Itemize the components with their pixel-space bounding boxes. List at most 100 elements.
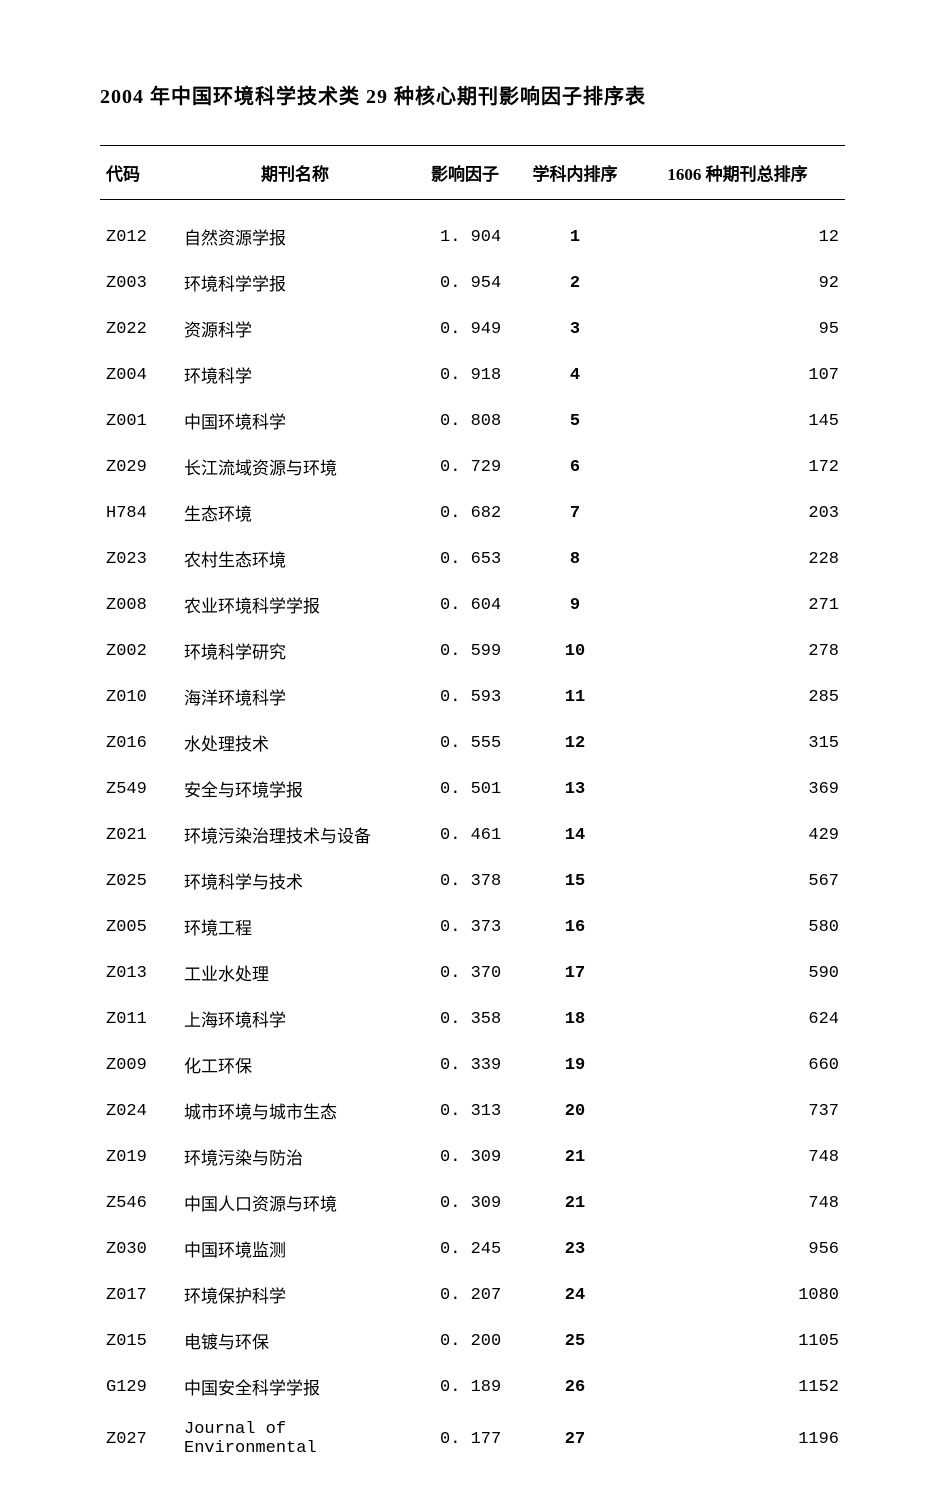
cell-code: Z012 bbox=[100, 200, 180, 261]
cell-subject-rank: 11 bbox=[520, 674, 630, 720]
cell-impact-factor: 0. 501 bbox=[410, 766, 520, 812]
cell-code: Z029 bbox=[100, 444, 180, 490]
table-body: Z012自然资源学报1. 904112Z003环境科学学报0. 954292Z0… bbox=[100, 200, 845, 1469]
cell-code: Z002 bbox=[100, 628, 180, 674]
cell-impact-factor: 0. 370 bbox=[410, 950, 520, 996]
cell-subject-rank: 15 bbox=[520, 858, 630, 904]
cell-impact-factor: 0. 378 bbox=[410, 858, 520, 904]
cell-name: 水处理技术 bbox=[180, 720, 410, 766]
table-row: Z002环境科学研究0. 59910278 bbox=[100, 628, 845, 674]
cell-subject-rank: 5 bbox=[520, 398, 630, 444]
cell-code: Z017 bbox=[100, 1272, 180, 1318]
cell-total-rank: 271 bbox=[630, 582, 845, 628]
cell-code: Z015 bbox=[100, 1318, 180, 1364]
cell-name: 化工环保 bbox=[180, 1042, 410, 1088]
cell-total-rank: 624 bbox=[630, 996, 845, 1042]
cell-subject-rank: 12 bbox=[520, 720, 630, 766]
cell-impact-factor: 0. 918 bbox=[410, 352, 520, 398]
cell-impact-factor: 0. 339 bbox=[410, 1042, 520, 1088]
cell-code: Z023 bbox=[100, 536, 180, 582]
cell-subject-rank: 16 bbox=[520, 904, 630, 950]
table-row: Z029长江流域资源与环境0. 7296172 bbox=[100, 444, 845, 490]
cell-subject-rank: 24 bbox=[520, 1272, 630, 1318]
cell-subject-rank: 10 bbox=[520, 628, 630, 674]
cell-subject-rank: 21 bbox=[520, 1180, 630, 1226]
cell-impact-factor: 0. 200 bbox=[410, 1318, 520, 1364]
cell-total-rank: 145 bbox=[630, 398, 845, 444]
cell-code: Z549 bbox=[100, 766, 180, 812]
cell-name: 环境科学与技术 bbox=[180, 858, 410, 904]
cell-code: Z019 bbox=[100, 1134, 180, 1180]
table-row: Z009化工环保0. 33919660 bbox=[100, 1042, 845, 1088]
cell-total-rank: 590 bbox=[630, 950, 845, 996]
cell-name: 中国环境科学 bbox=[180, 398, 410, 444]
cell-impact-factor: 0. 949 bbox=[410, 306, 520, 352]
table-row: Z019环境污染与防治0. 30921748 bbox=[100, 1134, 845, 1180]
cell-name: 环境科学学报 bbox=[180, 260, 410, 306]
cell-total-rank: 748 bbox=[630, 1180, 845, 1226]
cell-impact-factor: 0. 373 bbox=[410, 904, 520, 950]
page-title: 2004 年中国环境科学技术类 29 种核心期刊影响因子排序表 bbox=[100, 80, 845, 109]
table-row: Z016水处理技术0. 55512315 bbox=[100, 720, 845, 766]
cell-subject-rank: 18 bbox=[520, 996, 630, 1042]
cell-name: 环境保护科学 bbox=[180, 1272, 410, 1318]
cell-subject-rank: 26 bbox=[520, 1364, 630, 1410]
cell-total-rank: 228 bbox=[630, 536, 845, 582]
cell-total-rank: 1080 bbox=[630, 1272, 845, 1318]
cell-name: 农村生态环境 bbox=[180, 536, 410, 582]
cell-code: Z004 bbox=[100, 352, 180, 398]
cell-name: 自然资源学报 bbox=[180, 200, 410, 261]
cell-impact-factor: 0. 177 bbox=[410, 1410, 520, 1468]
cell-code: Z001 bbox=[100, 398, 180, 444]
cell-code: Z021 bbox=[100, 812, 180, 858]
cell-subject-rank: 3 bbox=[520, 306, 630, 352]
cell-impact-factor: 0. 189 bbox=[410, 1364, 520, 1410]
table-row: Z024城市环境与城市生态0. 31320737 bbox=[100, 1088, 845, 1134]
cell-subject-rank: 19 bbox=[520, 1042, 630, 1088]
cell-name: Journal of Environmental bbox=[180, 1410, 410, 1468]
cell-impact-factor: 1. 904 bbox=[410, 200, 520, 261]
cell-impact-factor: 0. 729 bbox=[410, 444, 520, 490]
cell-subject-rank: 7 bbox=[520, 490, 630, 536]
cell-subject-rank: 2 bbox=[520, 260, 630, 306]
table-row: Z023农村生态环境0. 6538228 bbox=[100, 536, 845, 582]
cell-impact-factor: 0. 808 bbox=[410, 398, 520, 444]
cell-total-rank: 429 bbox=[630, 812, 845, 858]
table-row: Z005环境工程0. 37316580 bbox=[100, 904, 845, 950]
cell-subject-rank: 8 bbox=[520, 536, 630, 582]
cell-subject-rank: 23 bbox=[520, 1226, 630, 1272]
cell-name: 农业环境科学学报 bbox=[180, 582, 410, 628]
cell-total-rank: 737 bbox=[630, 1088, 845, 1134]
cell-name: 安全与环境学报 bbox=[180, 766, 410, 812]
cell-name: 城市环境与城市生态 bbox=[180, 1088, 410, 1134]
cell-impact-factor: 0. 358 bbox=[410, 996, 520, 1042]
table-row: Z012自然资源学报1. 904112 bbox=[100, 200, 845, 261]
cell-code: Z013 bbox=[100, 950, 180, 996]
cell-total-rank: 748 bbox=[630, 1134, 845, 1180]
cell-total-rank: 1196 bbox=[630, 1410, 845, 1468]
cell-total-rank: 1152 bbox=[630, 1364, 845, 1410]
cell-total-rank: 580 bbox=[630, 904, 845, 950]
header-total-rank: 1606 种期刊总排序 bbox=[630, 146, 845, 200]
cell-total-rank: 315 bbox=[630, 720, 845, 766]
cell-subject-rank: 1 bbox=[520, 200, 630, 261]
cell-total-rank: 92 bbox=[630, 260, 845, 306]
cell-name: 环境科学 bbox=[180, 352, 410, 398]
cell-total-rank: 172 bbox=[630, 444, 845, 490]
cell-subject-rank: 20 bbox=[520, 1088, 630, 1134]
table-row: Z008农业环境科学学报0. 6049271 bbox=[100, 582, 845, 628]
cell-impact-factor: 0. 599 bbox=[410, 628, 520, 674]
cell-code: Z005 bbox=[100, 904, 180, 950]
table-row: G129中国安全科学学报0. 189261152 bbox=[100, 1364, 845, 1410]
cell-code: Z010 bbox=[100, 674, 180, 720]
cell-subject-rank: 27 bbox=[520, 1410, 630, 1468]
cell-impact-factor: 0. 207 bbox=[410, 1272, 520, 1318]
cell-subject-rank: 14 bbox=[520, 812, 630, 858]
cell-impact-factor: 0. 461 bbox=[410, 812, 520, 858]
cell-impact-factor: 0. 682 bbox=[410, 490, 520, 536]
cell-code: Z024 bbox=[100, 1088, 180, 1134]
header-subject-rank: 学科内排序 bbox=[520, 146, 630, 200]
cell-code: Z027 bbox=[100, 1410, 180, 1468]
table-row: Z015电镀与环保0. 200251105 bbox=[100, 1318, 845, 1364]
cell-impact-factor: 0. 555 bbox=[410, 720, 520, 766]
